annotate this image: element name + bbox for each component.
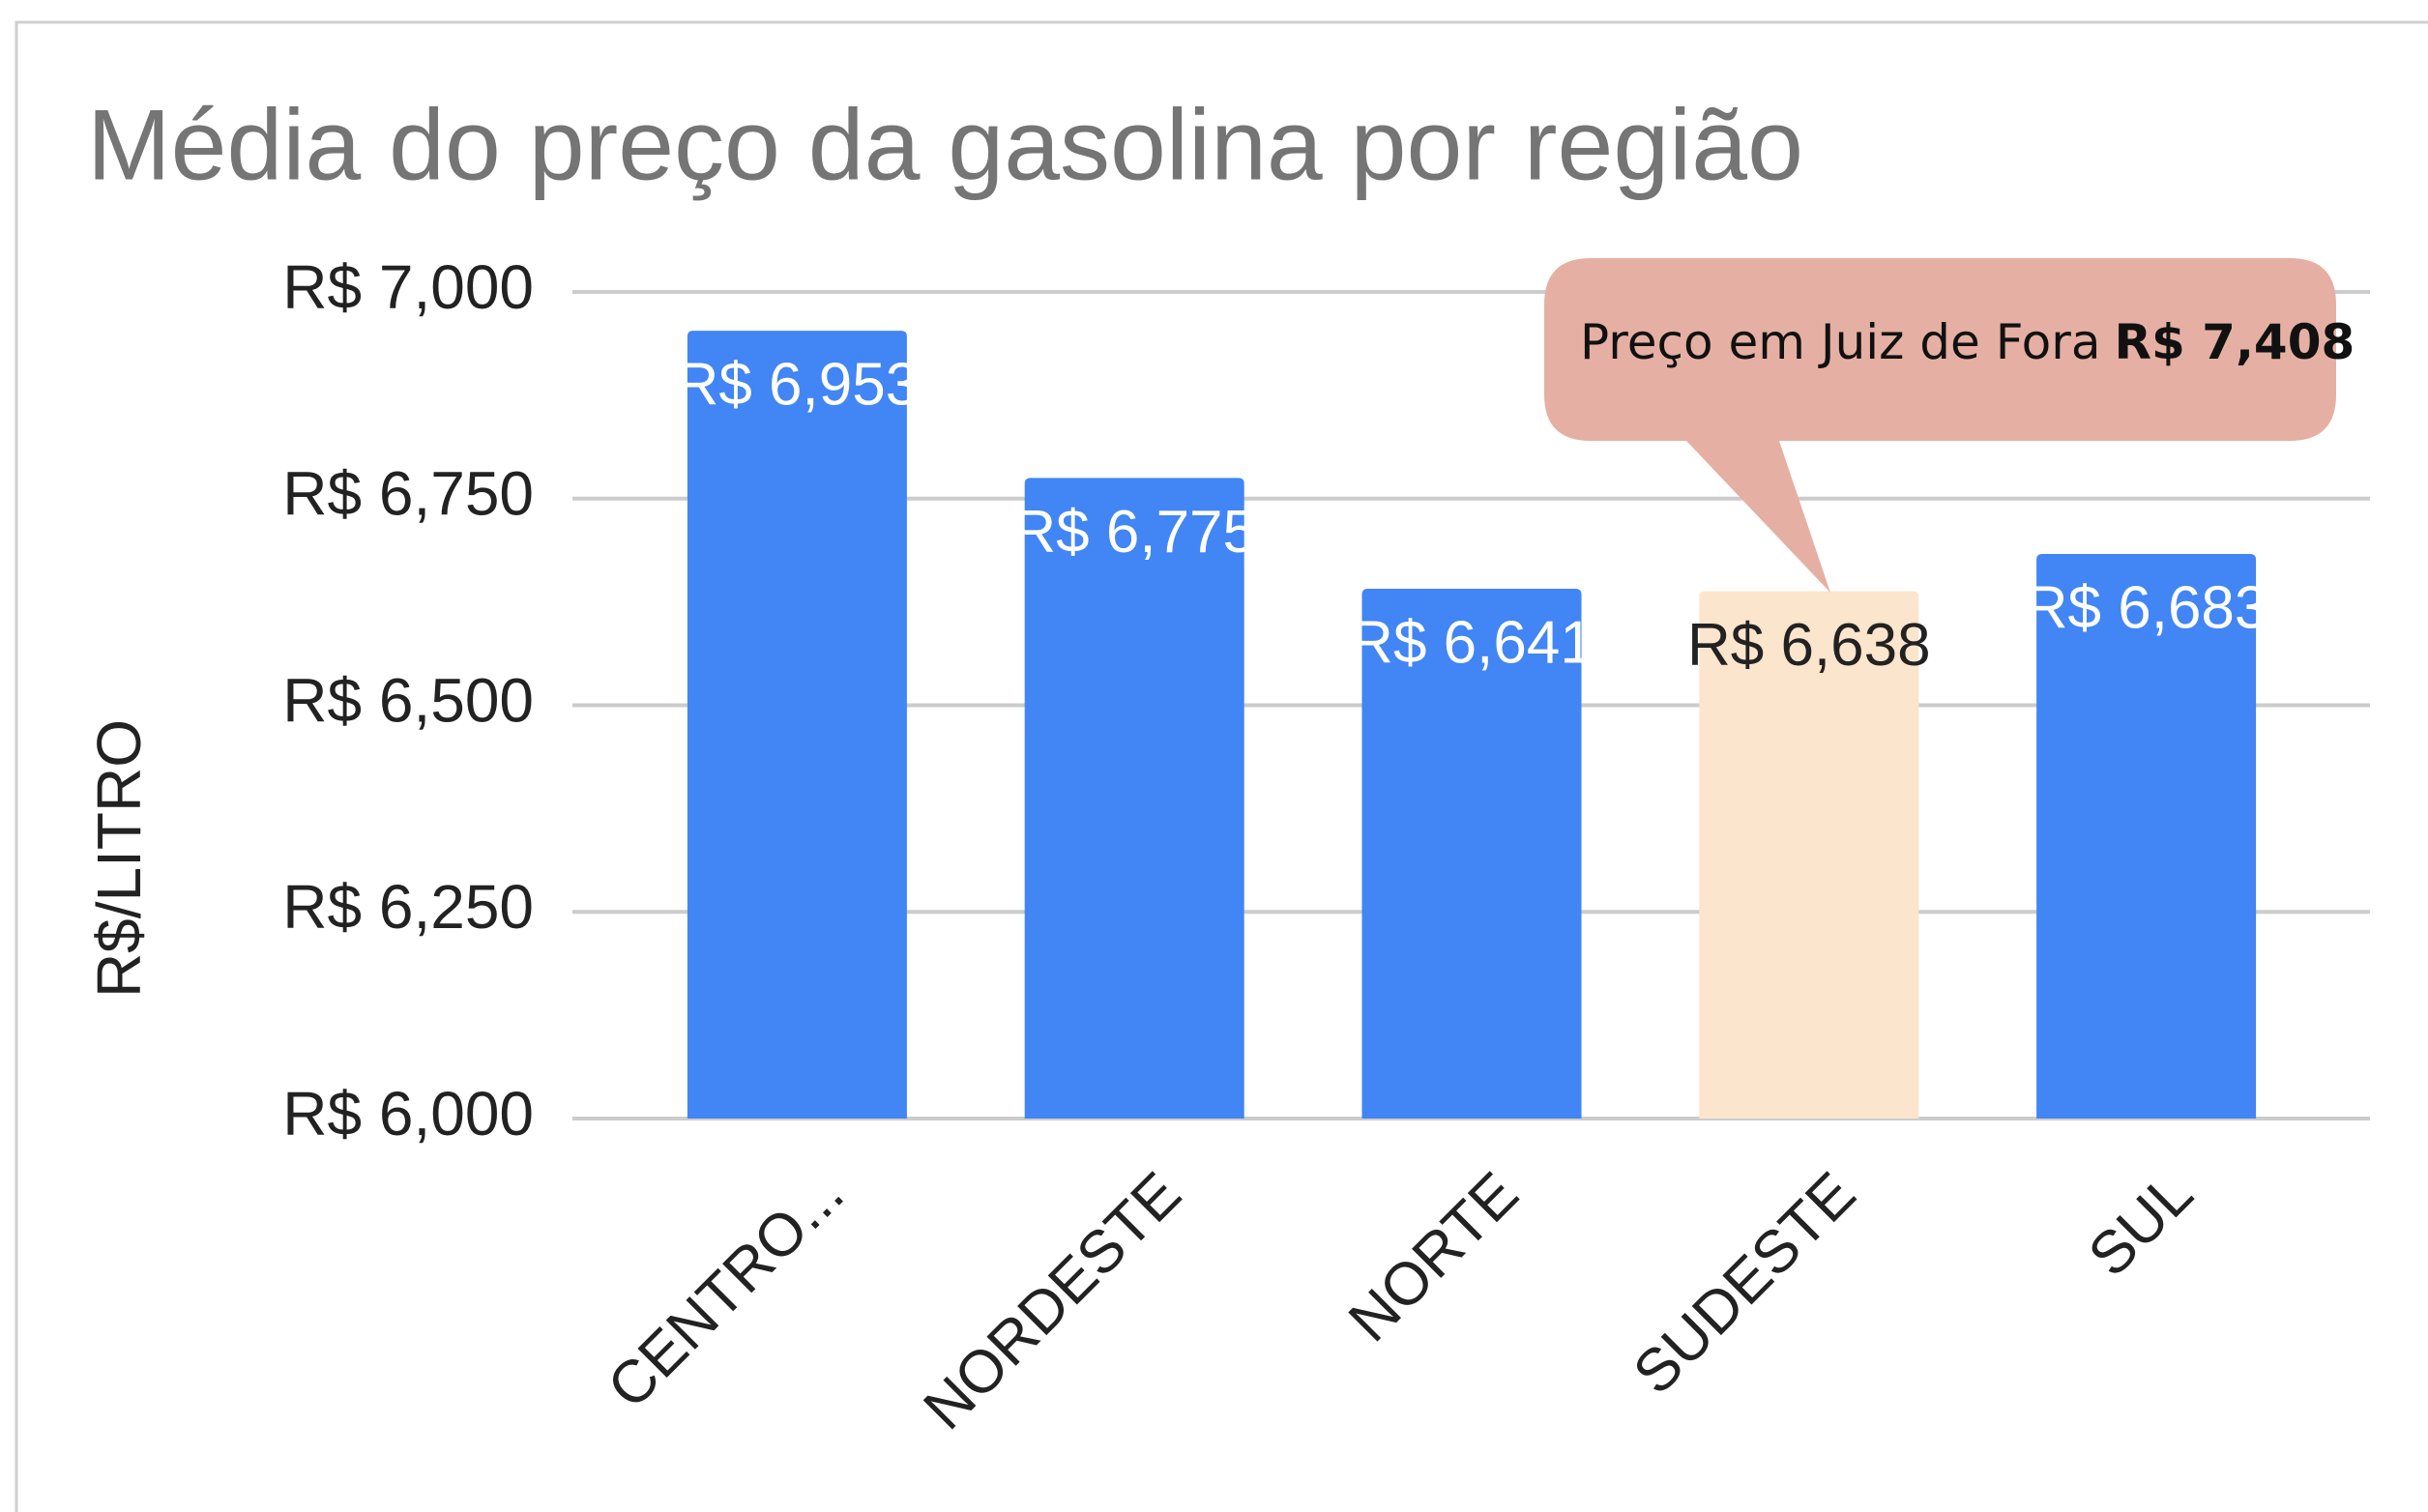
annotation-value: R$ 7,408: [2114, 314, 2355, 370]
bar: [1024, 478, 1244, 1119]
annotation-text: Preço em Juiz de Fora R$ 7,408: [1580, 314, 2355, 370]
y-tick-label: R$ 6,250: [282, 872, 534, 942]
y-tick-label: R$ 6,750: [282, 459, 534, 529]
value-label: R$ 6,953: [676, 352, 920, 419]
annotation: Preço em Juiz de Fora R$ 7,408: [1544, 258, 2355, 593]
y-axis-label: R$/LITRO: [84, 719, 154, 998]
y-tick-label: R$ 6,500: [282, 665, 534, 735]
value-label: R$ 6,638: [1687, 612, 1931, 679]
bar: [1361, 588, 1582, 1119]
y-tick-label: R$ 7,000: [282, 252, 534, 322]
chart-title: Média do preço da gasolina por região: [87, 89, 1803, 201]
value-label: R$ 6,683: [2025, 574, 2268, 641]
bar: [2036, 554, 2257, 1119]
bar: [687, 331, 907, 1119]
callout: [1544, 258, 2336, 593]
y-tick-label: R$ 6,000: [282, 1079, 534, 1149]
value-label: R$ 6,775: [1012, 499, 1256, 566]
bar: [1699, 591, 1919, 1119]
value-label: R$ 6,641: [1350, 609, 1594, 676]
annotation-label: Preço em Juiz de Fora: [1580, 314, 2100, 370]
